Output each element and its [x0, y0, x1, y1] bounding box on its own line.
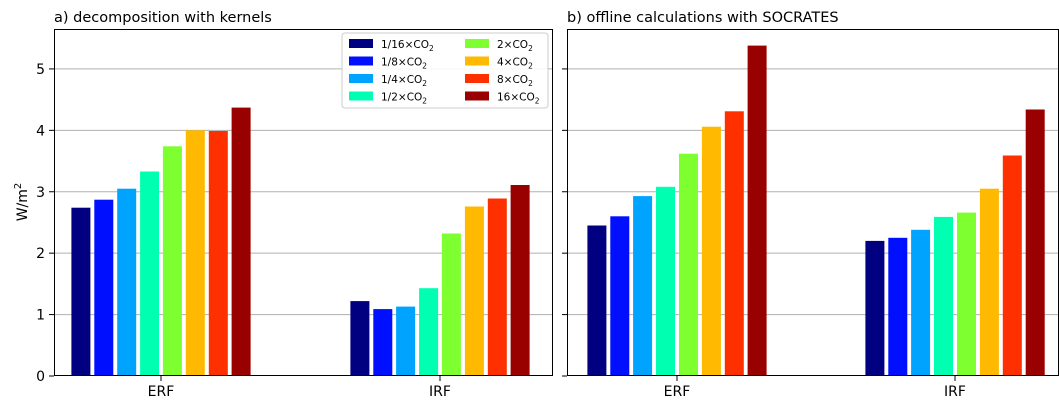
legend-label-prefix: 2×CO	[497, 39, 528, 51]
legend-swatch-1	[349, 56, 373, 66]
bar-irf-2	[396, 306, 416, 376]
bar-irf-1	[888, 237, 908, 376]
legend-label-subscript: 2	[422, 97, 427, 106]
y-tick-label: 2	[36, 246, 45, 262]
x-tick-label: ERF	[148, 384, 175, 400]
legend-label-subscript: 2	[528, 44, 533, 53]
legend-label-prefix: 4×CO	[497, 57, 528, 69]
bar-irf-5	[464, 206, 484, 376]
bar-irf-6	[487, 198, 507, 376]
legend-label-subscript: 2	[528, 62, 533, 71]
legend-swatch-6	[465, 74, 489, 83]
bar-erf-2	[633, 196, 653, 376]
bar-irf-7	[1025, 109, 1045, 376]
bar-irf-6	[1002, 155, 1022, 376]
legend-label-subscript: 2	[535, 97, 540, 106]
legend-swatch-0	[349, 39, 373, 48]
bar-irf-1	[373, 309, 393, 376]
bar-erf-1	[94, 199, 114, 376]
bar-erf-6	[724, 111, 744, 377]
legend-swatch-5	[465, 56, 489, 66]
legend-label-prefix: 16×CO	[497, 92, 535, 104]
legend-label-4: 2×CO2	[497, 39, 533, 53]
bar-erf-0	[587, 225, 607, 376]
legend-swatch-7	[465, 91, 489, 101]
legend: 1/16×CO21/8×CO21/4×CO21/2×CO22×CO24×CO28…	[341, 32, 549, 109]
bar-irf-0	[350, 301, 370, 376]
legend-label-prefix: 1/2×CO	[381, 92, 422, 104]
bar-irf-4	[957, 212, 976, 376]
legend-label-7: 16×CO2	[497, 92, 540, 106]
bar-irf-7	[510, 185, 530, 376]
y-axis-label: W/m2	[13, 183, 31, 222]
bar-erf-4	[679, 153, 698, 376]
legend-label-1: 1/8×CO2	[381, 57, 427, 71]
bar-erf-3	[656, 186, 675, 376]
bar-erf-7	[231, 107, 251, 376]
bar-erf-2	[117, 188, 137, 376]
y-tick-label: 5	[36, 62, 45, 78]
legend-label-subscript: 2	[528, 79, 533, 88]
bar-erf-6	[208, 131, 228, 376]
chart-title: b) offline calculations with SOCRATES	[567, 10, 839, 26]
bar-erf-5	[185, 130, 205, 376]
legend-label-prefix: 1/4×CO	[381, 74, 422, 86]
bar-irf-4	[441, 233, 461, 376]
y-tick-label: 4	[36, 123, 45, 139]
y-tick-label: 0	[36, 369, 45, 385]
x-tick-label: ERF	[664, 384, 691, 400]
legend-swatch-4	[465, 39, 489, 48]
legend-label-subscript: 2	[429, 44, 434, 53]
legend-swatch-2	[349, 74, 373, 83]
y-axis-label-superscript: 2	[13, 183, 24, 189]
legend-label-6: 8×CO2	[497, 74, 533, 88]
legend-label-3: 1/2×CO2	[381, 92, 427, 106]
y-axis-label-base: W/m	[15, 189, 31, 221]
legend-label-subscript: 2	[422, 62, 427, 71]
chart-panel-0: 0 1 2 3 4 5 ERF IRF a) decomposition with kernel…	[36, 10, 553, 400]
legend-label-subscript: 2	[422, 79, 427, 88]
chart-title: a) decomposition with kernels	[54, 10, 272, 26]
x-tick-label: IRF	[429, 384, 451, 400]
y-tick-label: 3	[36, 185, 45, 201]
y-tick-label: 1	[36, 308, 45, 324]
legend-label-prefix: 1/16×CO	[381, 39, 429, 51]
bar-irf-0	[865, 240, 885, 376]
bar-irf-3	[419, 288, 439, 376]
x-tick-label: IRF	[944, 384, 966, 400]
legend-label-prefix: 8×CO	[497, 74, 528, 86]
legend-label-2: 1/4×CO2	[381, 74, 427, 88]
bar-erf-5	[701, 126, 721, 376]
legend-label-5: 4×CO2	[497, 57, 533, 71]
bar-irf-3	[934, 216, 953, 376]
legend-box	[341, 32, 549, 109]
legend-label-0: 1/16×CO2	[381, 39, 434, 53]
bar-erf-1	[610, 216, 630, 376]
bar-irf-2	[911, 229, 931, 376]
bar-erf-7	[747, 45, 767, 376]
legend-label-prefix: 1/8×CO	[381, 57, 422, 69]
bar-erf-3	[140, 171, 160, 376]
bar-erf-4	[162, 146, 182, 376]
legend-swatch-3	[349, 91, 373, 101]
plot-frame	[54, 29, 553, 376]
bar-irf-5	[979, 188, 999, 376]
chart-panel-1: ERF IRF b) offline calculations with SOCRA…	[562, 10, 1059, 400]
bar-erf-0	[71, 207, 91, 376]
